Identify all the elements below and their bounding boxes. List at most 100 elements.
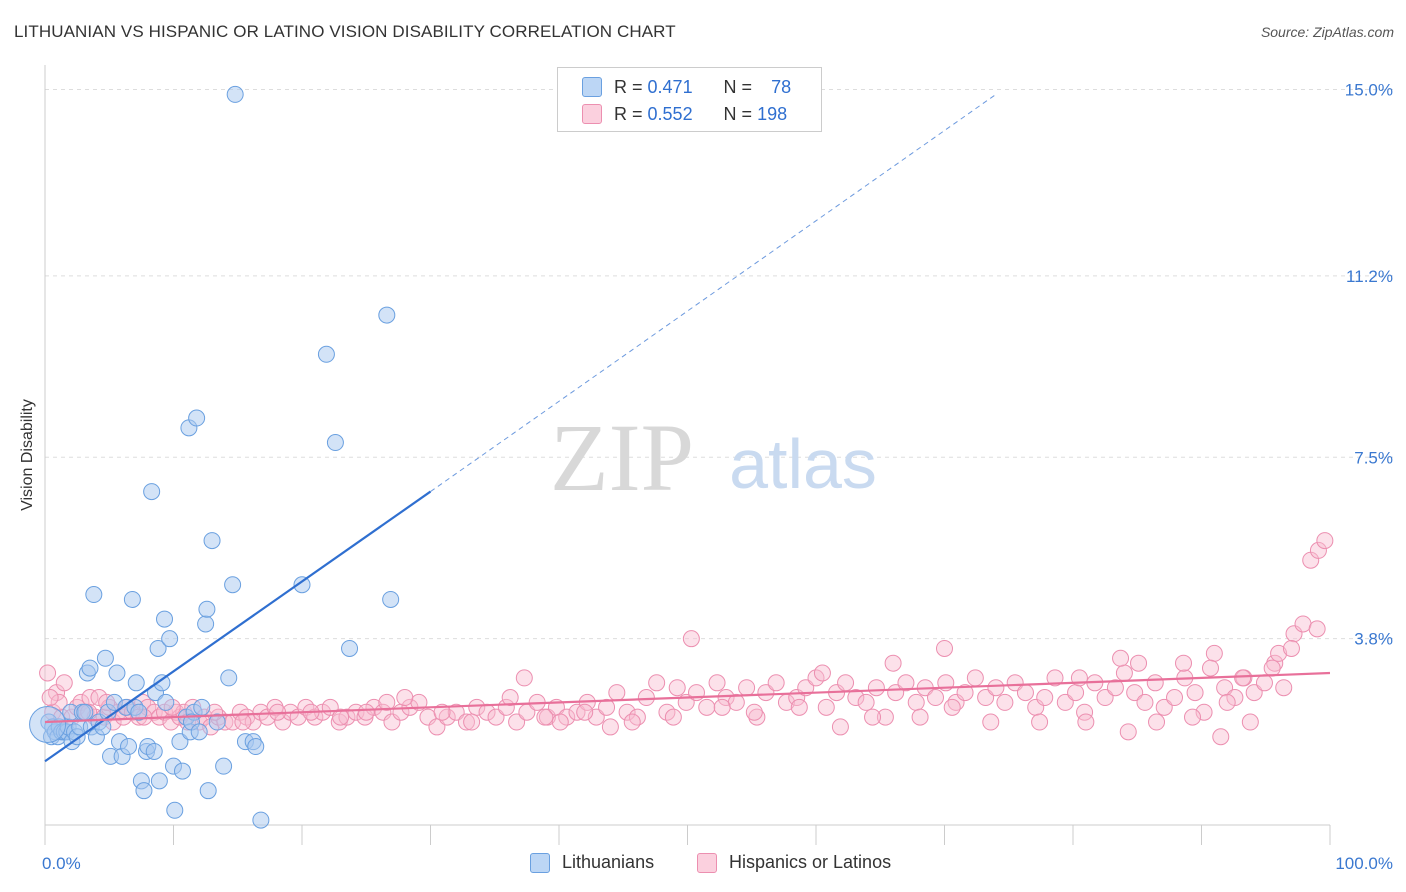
hispanic-point	[1270, 644, 1288, 662]
lithuanian-point	[149, 639, 167, 657]
hispanic-point	[447, 703, 465, 721]
y-tick-label: 11.2%	[1346, 267, 1393, 286]
legend-n-label: N =	[723, 76, 753, 97]
lithuanian-trend-line	[44, 490, 432, 763]
lithuanian-point	[76, 703, 94, 721]
hispanic-point	[745, 703, 763, 721]
lithuanian-point	[123, 590, 141, 608]
lithuanian-point	[293, 576, 311, 594]
hispanic-point	[1216, 679, 1234, 697]
lithuanian-point	[341, 639, 359, 657]
hispanic-point	[1266, 654, 1284, 672]
hispanic-points	[39, 532, 1334, 746]
hispanic-point	[1096, 689, 1114, 707]
legend-n-value: 198	[757, 103, 788, 124]
legend-r-label: R =	[614, 103, 643, 124]
hispanic-point	[857, 693, 875, 711]
lithuanian-point-cluster	[29, 705, 67, 743]
hispanic-point	[876, 708, 894, 726]
legend-series-name: Lithuanians	[562, 852, 655, 872]
hispanic-point	[757, 684, 775, 702]
lithuanian-point	[96, 649, 114, 667]
hispanic-point	[1036, 689, 1054, 707]
hispanic-point	[1294, 615, 1312, 633]
hispanic-point	[767, 674, 785, 692]
hispanic-point	[648, 674, 666, 692]
hispanic-point	[698, 698, 716, 716]
hispanic-point	[1067, 684, 1085, 702]
hispanic-point	[1006, 674, 1024, 692]
hispanic-point	[1077, 713, 1095, 731]
hispanic-point	[1316, 532, 1334, 550]
pink-swatch	[697, 852, 717, 873]
hispanic-point	[487, 708, 505, 726]
hispanic-point	[618, 703, 636, 721]
hispanic-point	[837, 674, 855, 692]
hispanic-point	[1205, 644, 1223, 662]
hispanic-point	[713, 698, 731, 716]
lithuanian-point	[81, 659, 99, 677]
hispanic-point	[55, 674, 73, 692]
lithuanian-point	[220, 669, 238, 687]
hispanic-point	[966, 669, 984, 687]
lithuanian-point	[150, 772, 168, 790]
hispanic-point	[501, 689, 519, 707]
hispanic-point	[897, 674, 915, 692]
hispanic-point	[1241, 713, 1259, 731]
hispanic-point	[463, 713, 481, 731]
lithuanian-point	[203, 532, 221, 550]
hispanic-point	[813, 664, 831, 682]
hispanic-point	[1212, 728, 1230, 746]
lithuanian-point	[171, 733, 189, 751]
hispanic-point	[628, 708, 646, 726]
legend-r-value: 0.552	[647, 103, 693, 124]
hispanic-point	[551, 713, 569, 731]
hispanic-point	[357, 703, 375, 721]
hispanic-point	[1155, 698, 1173, 716]
lithuanian-point	[382, 590, 400, 608]
hispanic-point	[738, 679, 756, 697]
hispanic-point	[457, 713, 475, 731]
lithuanian-point	[215, 757, 233, 775]
lithuanian-point	[108, 664, 126, 682]
lithuanian-point	[226, 85, 244, 103]
legend-item-lithuanians: Lithuanians	[530, 852, 654, 873]
lithuanian-point	[130, 703, 148, 721]
legend-r-label: R =	[614, 76, 643, 97]
hispanic-point	[867, 679, 885, 697]
lithuanian-point	[161, 630, 179, 648]
hispanic-point	[623, 713, 641, 731]
legend-n-value: 78	[771, 76, 792, 97]
lithuanian-point	[378, 306, 396, 324]
hispanic-point	[1016, 684, 1034, 702]
hispanic-point	[1119, 723, 1137, 741]
lithuanian-point	[145, 742, 163, 760]
hispanic-point	[39, 664, 57, 682]
lithuanian-point	[120, 738, 138, 756]
hispanic-point	[1106, 679, 1124, 697]
legend-series-name: Hispanics or Latinos	[729, 852, 892, 872]
hispanic-point	[1234, 669, 1252, 687]
hispanic-point	[1175, 654, 1193, 672]
hispanic-point	[1148, 713, 1166, 731]
hispanic-point	[637, 689, 655, 707]
hispanic-point	[266, 698, 284, 716]
legend-row-lithuanians: R = 0.471 N = 78	[582, 75, 791, 99]
hispanic-point	[982, 713, 1000, 731]
hispanic-point	[717, 689, 735, 707]
lithuanian-point	[208, 713, 226, 731]
hispanic-point	[598, 698, 616, 716]
y-tick-label: 15.0%	[1345, 81, 1393, 100]
hispanic-point	[831, 718, 849, 736]
hispanic-point	[1263, 659, 1281, 677]
hispanic-trend-line	[44, 671, 1331, 724]
lithuanian-point	[143, 483, 161, 501]
lithuanian-trend-extension	[430, 94, 997, 492]
lithuanian-point	[173, 762, 191, 780]
lithuanian-point	[190, 723, 208, 741]
hispanic-point	[1115, 664, 1133, 682]
hispanic-point	[1218, 693, 1236, 711]
hispanic-point	[41, 689, 59, 707]
lithuanian-point	[193, 698, 211, 716]
